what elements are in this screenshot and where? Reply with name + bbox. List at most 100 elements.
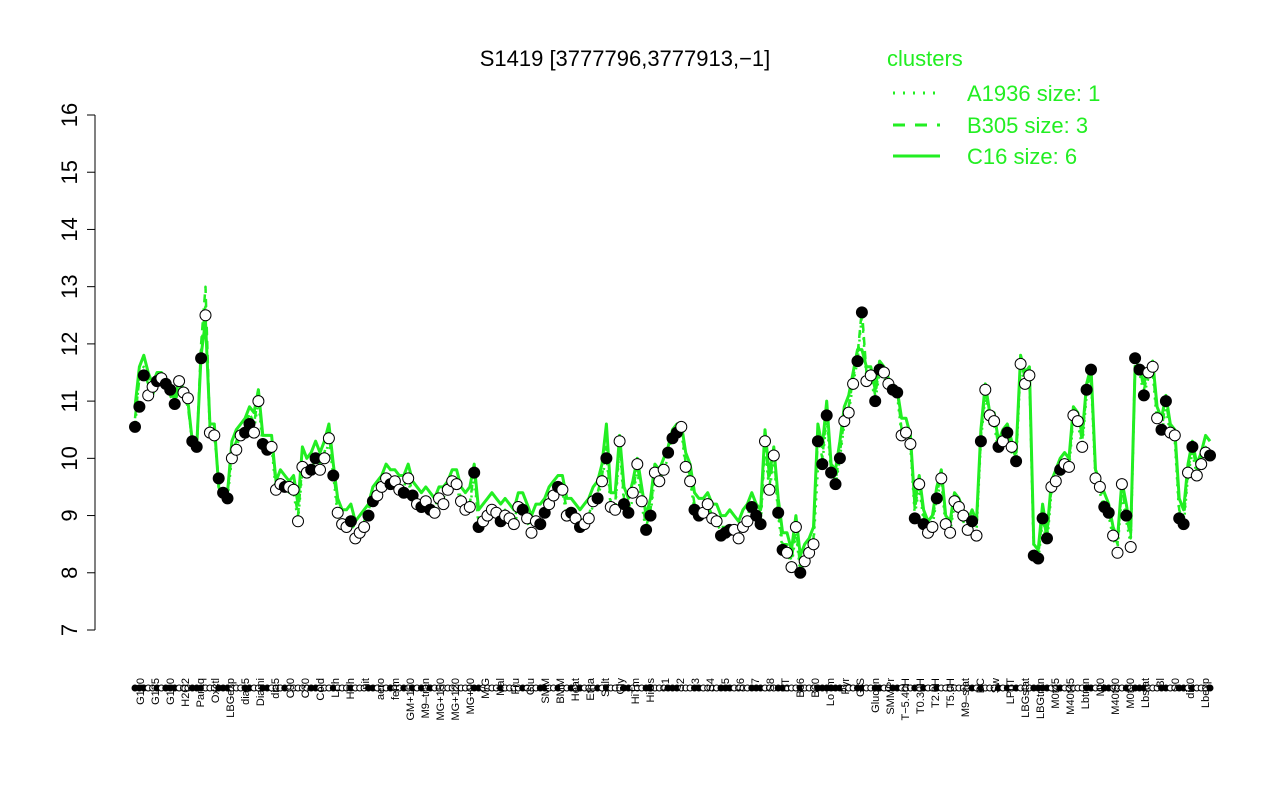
x-tick-label: MG+90	[465, 678, 477, 714]
x-tick-label: dia0	[1185, 678, 1197, 699]
y-axis: 7 8 9 10 11 12 13 14 15 16	[57, 103, 96, 636]
y-tick-label: 14	[57, 217, 82, 241]
data-points	[129, 306, 1216, 579]
legend-entry-1: B305 size: 3	[967, 113, 1088, 138]
data-point	[265, 440, 278, 453]
data-point	[1107, 529, 1120, 542]
x-tick-label: M40t45	[1065, 678, 1077, 715]
data-point	[935, 472, 948, 485]
data-point	[1080, 383, 1093, 396]
data-point	[1063, 460, 1075, 473]
data-point	[1151, 412, 1164, 425]
data-point	[208, 429, 221, 442]
x-tick-label: Bl	[1155, 678, 1167, 688]
data-point	[878, 366, 890, 379]
x-tick-label: B60	[810, 678, 822, 698]
x-tick-label: S5	[720, 678, 732, 691]
data-point	[772, 506, 785, 519]
x-tick-label: C90	[285, 678, 297, 698]
x-tick-label: M9–tran	[420, 678, 432, 718]
data-point	[626, 486, 639, 499]
data-point	[701, 498, 714, 511]
chart-title: S1419 [3777796,3777913,−1]	[480, 46, 771, 71]
x-tick-label: nit	[360, 678, 372, 690]
x-tick-label: T5.0H	[945, 678, 957, 708]
data-point	[653, 475, 666, 488]
data-point	[635, 495, 648, 508]
data-point	[847, 377, 860, 390]
rug-point	[1206, 684, 1214, 692]
y-tick-label: 9	[57, 509, 82, 521]
data-point	[322, 432, 335, 445]
data-point	[640, 523, 653, 536]
x-tick-label: Lbtran	[1080, 678, 1092, 709]
data-point	[318, 452, 331, 465]
x-tick-label: Etha	[585, 677, 597, 701]
data-point	[970, 529, 983, 542]
data-point	[966, 515, 979, 528]
x-tick-label: M9–stat	[960, 678, 972, 717]
data-point	[855, 306, 868, 319]
data-point	[851, 355, 864, 368]
data-point	[957, 509, 970, 522]
data-point	[833, 452, 846, 465]
data-point	[944, 526, 957, 539]
x-tick-label: LBGtran	[1035, 678, 1047, 719]
data-point	[314, 463, 326, 476]
data-point	[199, 309, 212, 322]
data-point	[767, 449, 780, 462]
data-point	[428, 506, 441, 519]
data-point	[631, 458, 644, 471]
x-axis: G150 G135 G180 H2O2 Paraq Oxctl LBGexp dia15 Dia…	[131, 677, 1214, 721]
data-point	[825, 466, 838, 479]
data-point	[1032, 552, 1045, 565]
x-tick-label: LBGexp	[225, 678, 237, 718]
data-point	[1146, 360, 1159, 373]
data-point	[974, 435, 987, 448]
data-point	[252, 395, 265, 408]
x-tick-label: SMM	[540, 678, 552, 704]
data-point	[662, 446, 675, 459]
data-point	[468, 466, 481, 479]
data-point	[904, 438, 917, 450]
x-tick-label: Mal	[495, 678, 507, 696]
legend-entry-2: C16 size: 6	[967, 144, 1077, 169]
x-tick-label: G150	[135, 678, 147, 705]
x-tick-label: Glu	[525, 678, 537, 695]
x-tick-label: dia15	[240, 678, 252, 705]
data-point	[1076, 440, 1089, 453]
data-point	[613, 435, 626, 448]
x-tick-label: B36	[795, 678, 807, 698]
x-tick-label: T2.0H	[930, 678, 942, 708]
data-point	[556, 483, 569, 496]
x-tick-label: LoTm	[825, 678, 837, 706]
x-tick-label: S1	[660, 678, 672, 691]
data-point	[908, 512, 921, 525]
data-point	[1168, 429, 1181, 442]
data-point	[679, 460, 692, 473]
data-point	[596, 475, 608, 488]
data-point	[1041, 532, 1053, 545]
data-point	[534, 518, 547, 531]
y-tick-label: 13	[57, 274, 82, 298]
data-point	[816, 458, 829, 471]
y-tick-label: 15	[57, 160, 82, 184]
data-point	[164, 383, 177, 396]
data-point	[221, 492, 234, 505]
data-point	[331, 506, 344, 519]
y-tick-label: 11	[57, 390, 82, 413]
data-point	[230, 443, 243, 456]
x-tick-label: Salt	[600, 678, 612, 697]
data-point	[133, 400, 146, 413]
data-point	[190, 440, 203, 453]
data-point	[622, 506, 635, 519]
y-tick-label: 10	[57, 446, 82, 470]
data-point	[1177, 518, 1190, 531]
data-point	[1093, 480, 1106, 493]
data-point	[979, 383, 992, 396]
x-tick-label: G180	[165, 678, 177, 705]
data-point	[1137, 389, 1150, 402]
data-point	[891, 386, 904, 399]
x-tick-label: BT	[780, 678, 792, 692]
x-tick-label: SMMPr	[885, 678, 897, 715]
